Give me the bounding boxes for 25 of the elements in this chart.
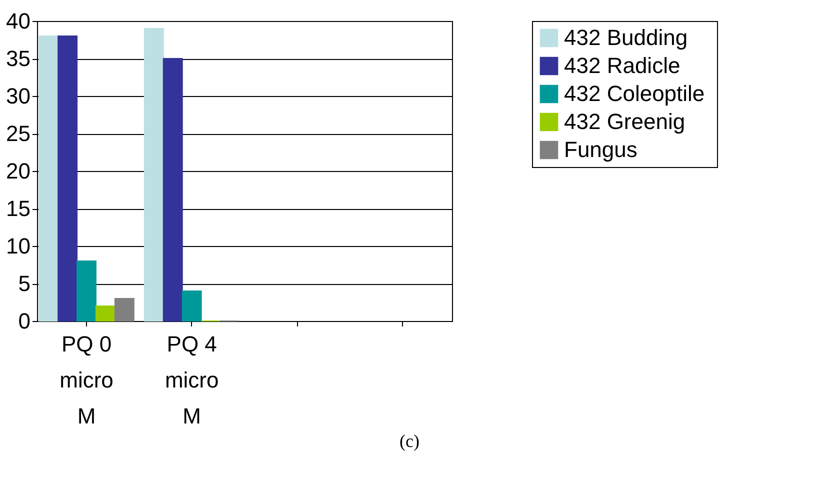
bar	[58, 36, 78, 322]
bar	[162, 58, 183, 322]
y-tick-label: 25	[6, 121, 30, 146]
legend-label: Fungus	[564, 137, 638, 162]
legend-label: 432 Coleoptile	[564, 81, 705, 106]
y-tick-label: 0	[18, 308, 30, 334]
y-tick-label: 20	[6, 158, 30, 184]
legend-label: 432 Greenig	[564, 109, 686, 134]
y-tick-label: 15	[6, 196, 30, 221]
y-tick-label: 30	[6, 84, 30, 108]
text: (c)	[400, 431, 420, 451]
legend-label: 432 Radicle	[564, 53, 680, 78]
bar	[76, 260, 96, 322]
y-tick-label: 40	[6, 8, 30, 34]
bar	[114, 298, 134, 322]
y-tick-label: 35	[6, 46, 30, 71]
x-tick-label: PQ 0 micro M	[60, 332, 114, 428]
bar	[182, 290, 202, 322]
bar	[95, 306, 116, 322]
y-tick-label: 5	[18, 271, 30, 296]
y-tick-label: 10	[6, 234, 30, 258]
bar	[38, 36, 59, 322]
legend-label: 432 Budding	[564, 25, 688, 50]
bar	[144, 28, 164, 322]
x-tick-label: PQ 4 micro M	[164, 332, 219, 428]
